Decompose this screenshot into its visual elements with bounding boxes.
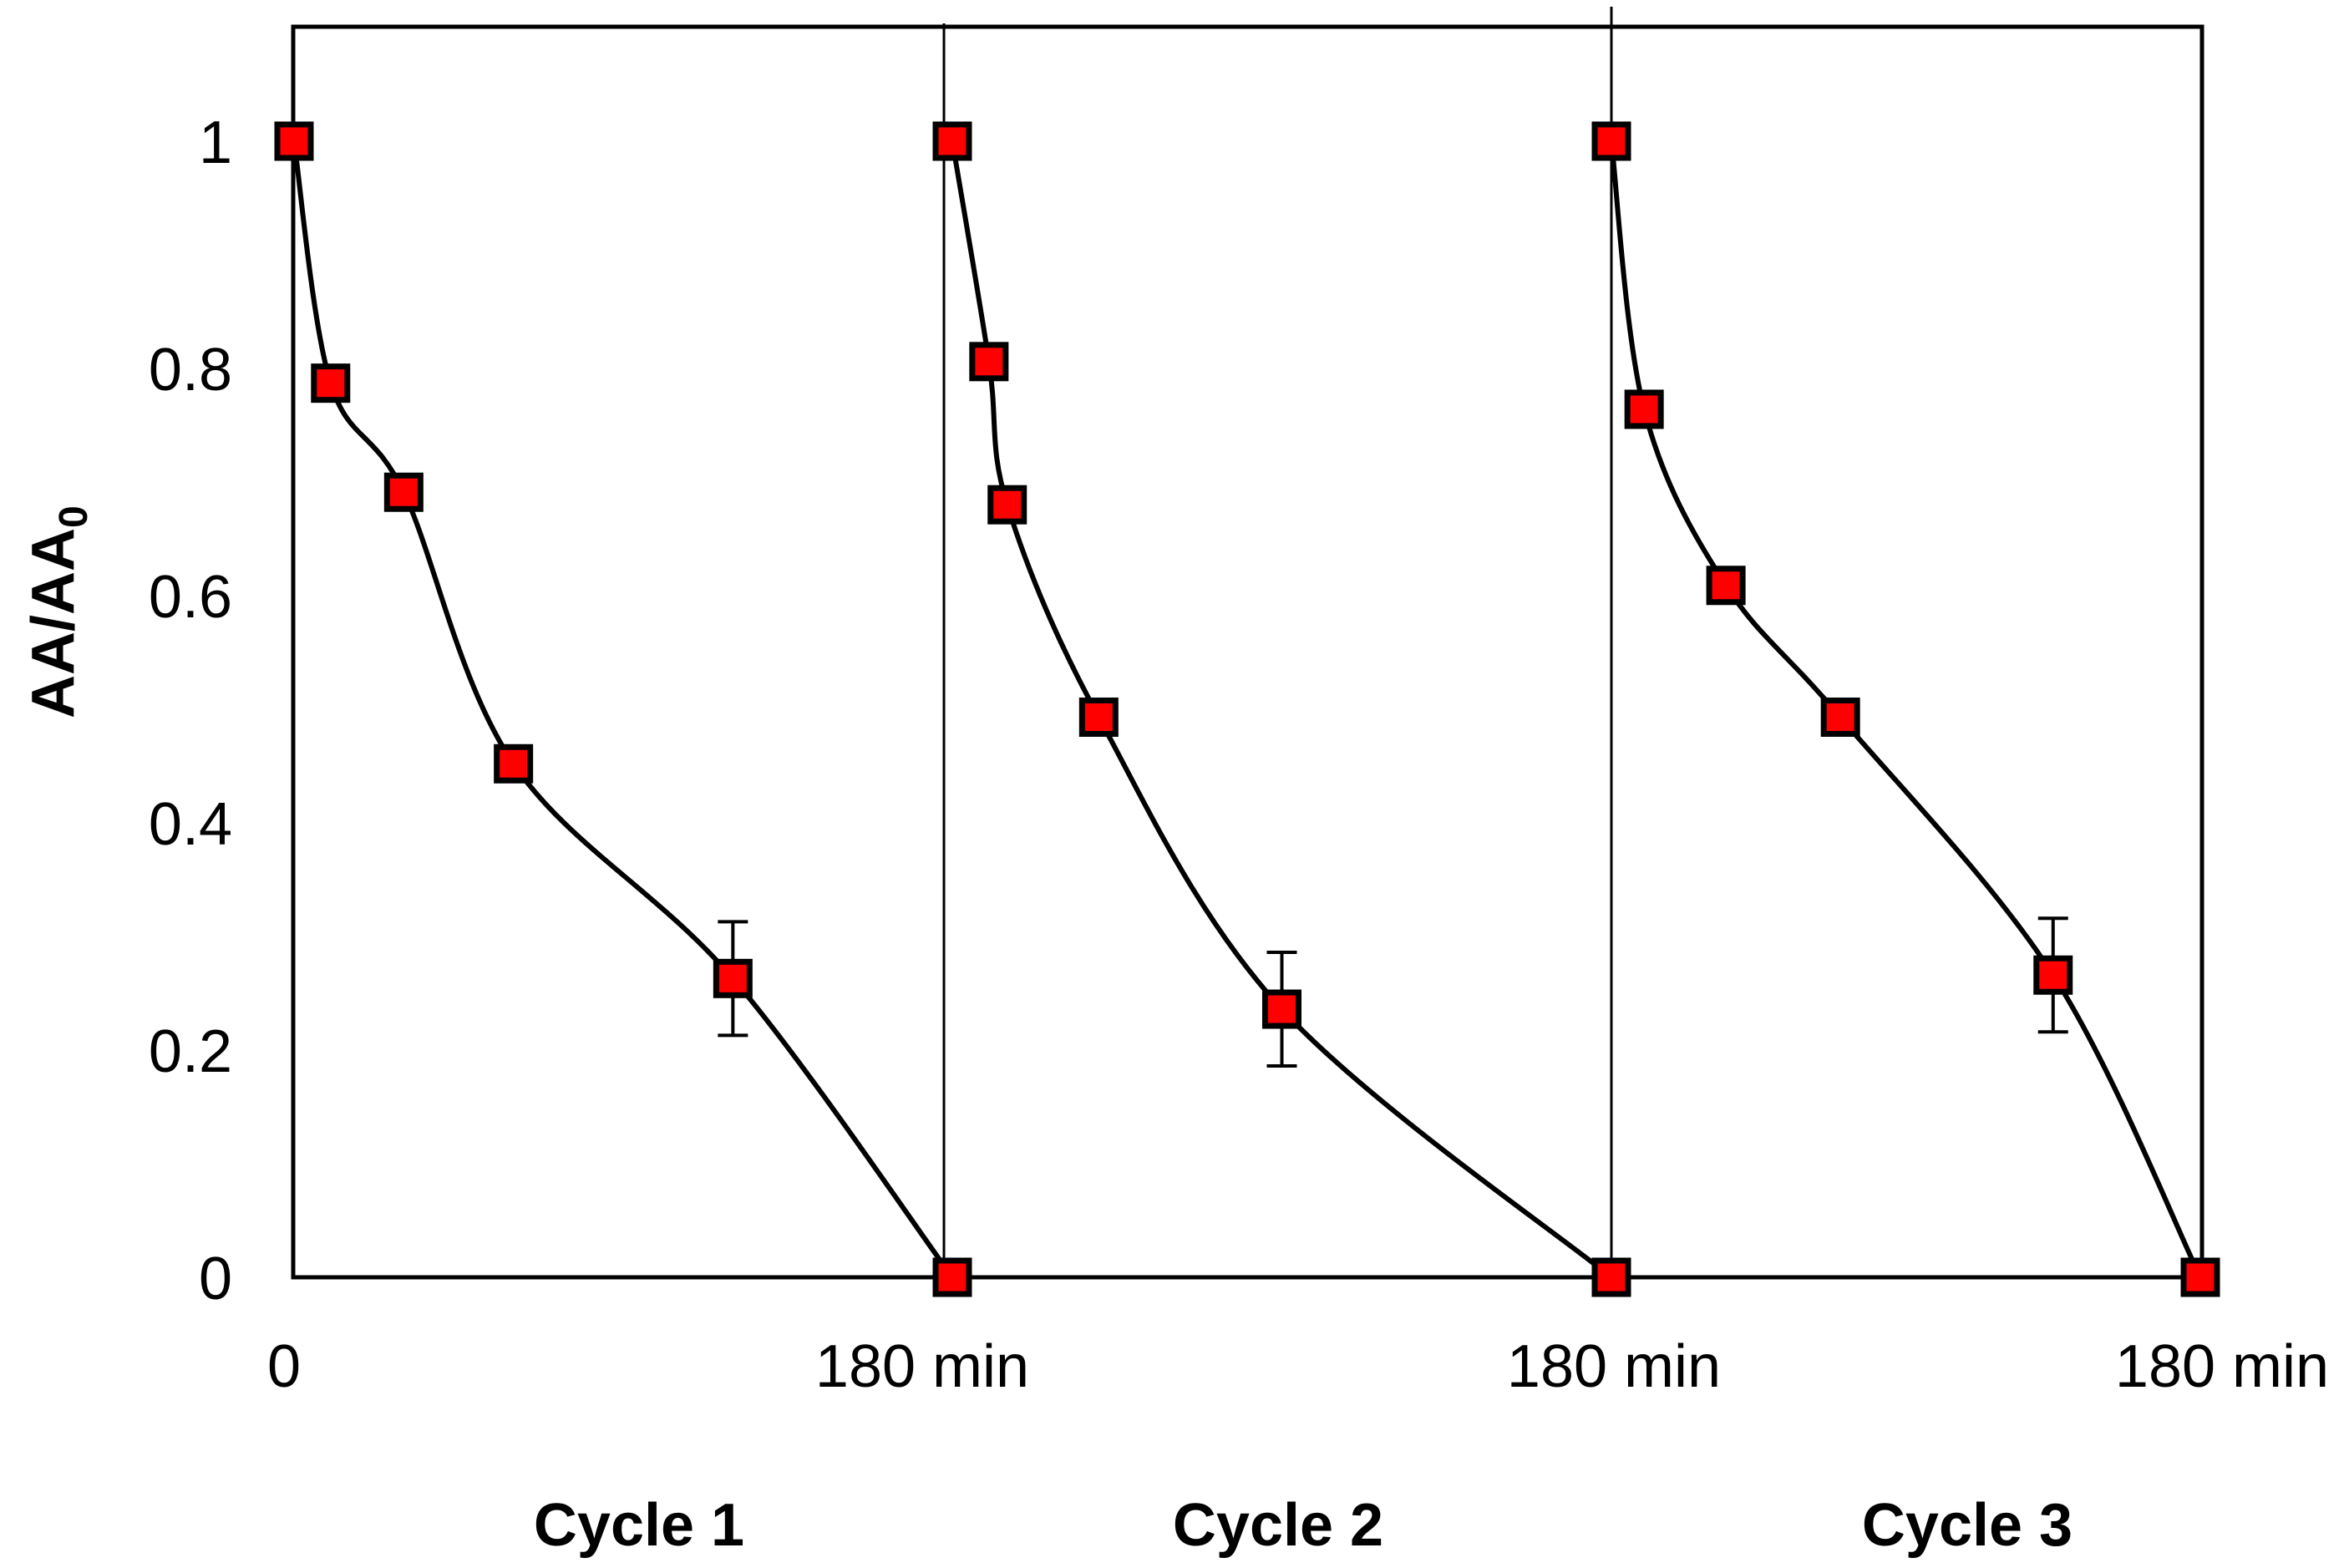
x-tick-label-start: 0 <box>267 1333 301 1400</box>
x-tick-label-cycle-3-end: 180 min <box>2115 1333 2329 1400</box>
data-point <box>383 472 424 512</box>
y-tick-label: 0.6 <box>149 564 232 631</box>
y-axis-label-main: AA/AA <box>20 528 87 718</box>
data-point <box>987 485 1027 525</box>
cycle-label-3: Cycle 3 <box>1862 1492 2073 1559</box>
data-point <box>1078 698 1119 738</box>
data-markers <box>274 121 2220 1297</box>
y-tick-labels: 0 0.2 0.4 0.6 0.8 1 <box>149 109 232 1312</box>
x-tick-labels: 0 180 min 180 min 180 min <box>267 1333 2329 1400</box>
data-point <box>1591 121 1631 161</box>
y-axis-label: AA/AA0 <box>20 505 96 718</box>
data-point <box>494 743 534 784</box>
y-tick-label: 0.2 <box>149 1018 232 1085</box>
data-point <box>932 1257 972 1297</box>
series-line-1 <box>292 140 955 1279</box>
plot-frame <box>291 24 2204 1280</box>
data-point <box>1820 698 1860 738</box>
data-point <box>2033 955 2073 995</box>
data-point <box>1591 1257 1631 1297</box>
y-tick-label: 1 <box>199 109 232 176</box>
series-lines <box>292 140 2203 1280</box>
data-point <box>2180 1257 2220 1297</box>
data-point <box>713 958 753 998</box>
data-point <box>311 363 351 403</box>
series-line-2 <box>950 140 1613 1280</box>
data-point <box>969 342 1009 382</box>
data-point <box>1624 389 1664 429</box>
error-bars <box>718 916 2068 1068</box>
data-point <box>1262 989 1301 1029</box>
y-tick-label: 0 <box>199 1246 232 1312</box>
cycle-label-1: Cycle 1 <box>534 1492 744 1559</box>
x-tick-label-cycle-1-end: 180 min <box>815 1333 1029 1400</box>
y-axis-label-subscript: 0 <box>52 505 96 528</box>
y-tick-label: 0.4 <box>149 791 232 858</box>
y-tick-label: 0.8 <box>149 337 232 403</box>
data-point <box>932 121 972 161</box>
x-tick-label-cycle-2-end: 180 min <box>1507 1333 1721 1400</box>
series-line-3 <box>1609 140 2203 1279</box>
cycle-labels: Cycle 1 Cycle 2 Cycle 3 <box>534 1492 2073 1559</box>
cycle-label-2: Cycle 2 <box>1173 1492 1383 1559</box>
data-point <box>1706 566 1746 606</box>
data-point <box>274 121 314 161</box>
